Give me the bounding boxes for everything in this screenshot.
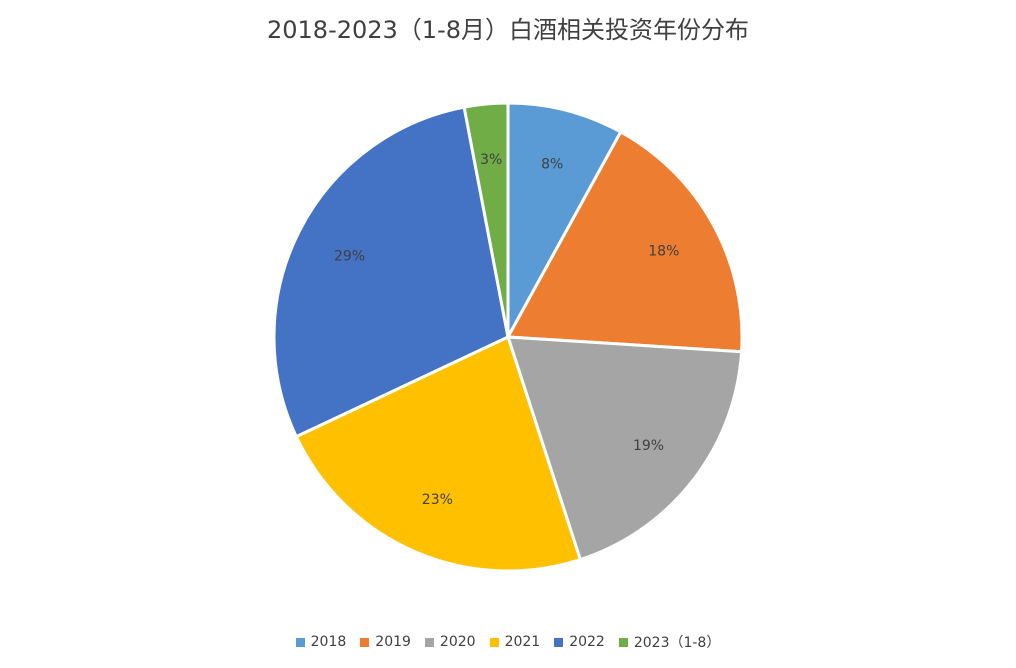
legend-label: 2018 <box>310 634 347 650</box>
data-label: 23% <box>422 492 453 508</box>
legend-label: 2022 <box>569 634 605 650</box>
data-label: 8% <box>541 157 563 173</box>
data-label: 18% <box>648 243 679 259</box>
pie-slice-2020 <box>506 335 744 562</box>
legend-label: 2019 <box>375 634 411 650</box>
pie-slice-20231-8 <box>462 101 510 339</box>
legend-swatch <box>489 637 499 647</box>
legend-swatch <box>554 637 564 647</box>
legend-label: 2020 <box>439 634 476 650</box>
legend-item: 2020 <box>424 632 476 652</box>
pie-slice-2022 <box>272 105 510 439</box>
legend-swatch <box>424 637 434 647</box>
chart-title: 2018-2023（1-8月）白酒相关投资年份分布 <box>266 16 749 44</box>
legend-item: 2018 <box>295 632 347 652</box>
legend-item: 2021 <box>489 632 541 652</box>
data-label: 19% <box>633 438 664 454</box>
legend-swatch <box>295 637 305 647</box>
data-label: 3% <box>480 152 502 168</box>
pie-slice-2018 <box>506 101 623 339</box>
pie-slice-2019 <box>506 130 744 354</box>
chart-legend: 2018 2019 2020 2021 2022 2023（1-8） <box>0 632 1016 652</box>
legend-item: 2019 <box>360 632 411 652</box>
pie-slice-2021 <box>294 335 582 573</box>
legend-swatch <box>618 637 628 647</box>
legend-label: 2021 <box>504 634 541 650</box>
legend-label: 2023（1-8） <box>633 635 721 651</box>
legend-item: 2022 <box>554 632 605 652</box>
legend-swatch <box>360 637 370 647</box>
legend-item: 2023（1-8） <box>618 632 721 652</box>
data-label: 29% <box>334 248 365 264</box>
